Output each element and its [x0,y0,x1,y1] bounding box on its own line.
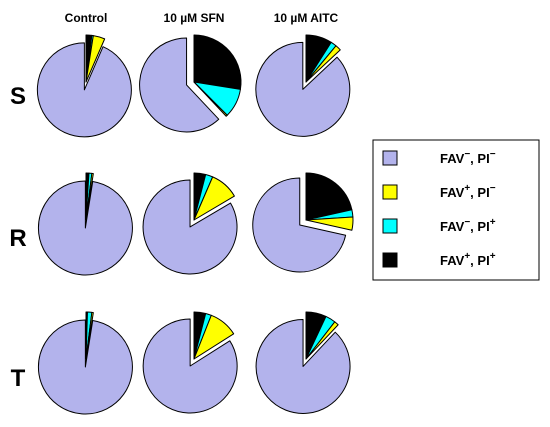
row-label-r: R [9,225,26,252]
pie-slice-fav-pi [255,318,351,414]
legend-label: FAV+, PI+ [440,251,496,268]
pie-slice-fav-pi [37,319,133,415]
pie-slice-fav-pi [305,216,354,231]
row-label-s: S [10,83,26,110]
pie-panels [36,34,354,415]
pie-slice-fav-pi [193,176,235,221]
pie-slice-fav-pi [85,172,94,221]
pie-slice-fav-pi [142,318,238,414]
pie-slice-fav-pi [193,314,235,360]
pie-slice-fav-pi [255,41,351,137]
legend-swatch [382,150,398,166]
legend-swatch [382,184,398,200]
pie-slice-fav-pi [37,180,133,276]
legend-swatch [382,252,398,268]
pie-t-10-um-aitc [255,311,351,414]
pie-r-control [37,172,133,276]
legend: FAV−, PI− FAV+, PI− FAV−, PI+ FAV+, PI+ [372,139,540,281]
pie-slice-fav-pi [36,42,132,138]
legend-label: FAV−, PI+ [440,217,496,234]
pie-slice-fav-pi [85,35,106,83]
pie-slice-fav-pi [193,34,242,90]
pie-slice-fav-pi [252,177,347,273]
pie-r-10-um-aitc [252,172,354,273]
pie-slice-fav-pi [85,311,94,360]
pie-t-10-um-sfn [142,311,238,414]
pie-s-10-um-aitc [255,34,351,137]
row-label-t: T [11,365,26,392]
pie-r-10-um-sfn [142,172,238,275]
legend-swatch [382,218,398,234]
row-labels: S R T [9,83,26,392]
pie-t-control [37,311,133,415]
pie-slice-fav-pi [193,81,228,117]
pie-slice-fav-pi [305,321,339,360]
legend-label: FAV+, PI− [440,183,496,200]
column-labels: Control 10 µM SFN 10 µM AITC [65,11,339,25]
pie-s-control [36,34,132,138]
column-label-aitc: 10 µM AITC [274,11,339,25]
pie-slice-fav-pi [139,37,220,133]
pie-s-10-um-sfn [139,34,242,133]
pie-slice-fav-pi [305,172,353,221]
pie-slice-fav-pi [142,179,238,275]
legend-box [372,139,540,281]
column-label-control: Control [65,11,108,25]
column-label-sfn: 10 µM SFN [164,11,225,25]
legend-label: FAV−, PI− [440,149,496,166]
pie-slice-fav-pi [305,45,341,83]
